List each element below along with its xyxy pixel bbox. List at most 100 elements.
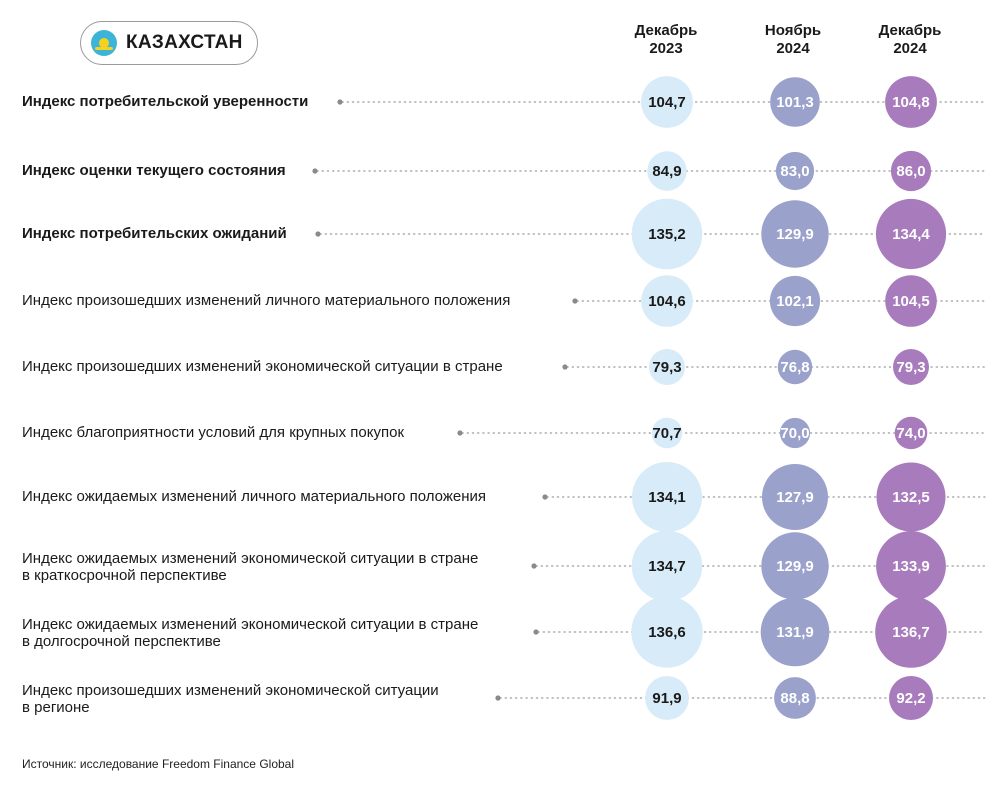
bubble-value-label: 129,9	[776, 226, 814, 243]
row-label-line: Индекс ожидаемых изменений экономической…	[22, 550, 479, 567]
bubble-dec-2024	[885, 76, 937, 128]
bubble-nov-2024	[774, 677, 816, 719]
bubble-value-label: 104,7	[648, 94, 686, 111]
bubble-value-label: 127,9	[776, 489, 814, 506]
row-label-line: Индекс потребительской уверенности	[22, 93, 309, 110]
bubble-nov-2024	[775, 151, 815, 191]
bubble-dec-2024	[893, 349, 929, 385]
bubble-value-label: 76,8	[780, 359, 809, 376]
bubble-value-label: 129,9	[776, 558, 814, 575]
row-label: Индекс потребительской уверенности	[22, 93, 308, 110]
bubble-dec-2024	[894, 416, 928, 450]
bubble-nov-2024	[770, 77, 820, 127]
column-header-month: Декабрь	[878, 22, 942, 39]
bubble-dec-2024	[875, 198, 947, 270]
leader-dot	[533, 629, 539, 635]
leader-dot	[562, 364, 568, 370]
row-label-line: в краткосрочной перспективе	[22, 567, 227, 584]
bubble-dec-2024	[876, 531, 946, 601]
bubble-value-label: 88,8	[780, 690, 809, 707]
bubble-dec-2023	[641, 275, 693, 327]
leader-dot	[531, 563, 537, 569]
bubble-value-label: 104,6	[648, 293, 686, 310]
row-label-line: Индекс оценки текущего состояния	[22, 162, 286, 179]
bubble-nov-2024	[777, 349, 813, 385]
bubble-dec-2023	[649, 349, 685, 385]
column-header-dec-2023: Декабрь 2023	[611, 22, 721, 58]
row-label-line: в регионе	[22, 699, 90, 716]
bubble-value-label: 84,9	[652, 163, 681, 180]
row-label: Индекс благоприятности условий для крупн…	[22, 424, 404, 441]
bubble-value-label: 136,7	[892, 624, 930, 641]
bubble-value-label: 91,9	[652, 690, 681, 707]
bubble-dec-2023	[631, 530, 703, 602]
bubble-value-label: 104,8	[892, 94, 930, 111]
country-name: КАЗАХСТАН	[126, 32, 243, 53]
bubble-value-label: 135,2	[648, 226, 686, 243]
bubble-nov-2024	[761, 532, 829, 600]
row-label: Индекс ожидаемых изменений экономической…	[22, 616, 478, 650]
bubble-value-label: 136,6	[648, 624, 686, 641]
bubble-value-label: 83,0	[780, 163, 809, 180]
bubble-dec-2024	[875, 596, 947, 668]
row-label-line: Индекс ожидаемых изменений личного матер…	[22, 488, 486, 505]
row-label: Индекс произошедших изменений экономичес…	[22, 682, 439, 716]
bubble-value-label: 131,9	[776, 624, 814, 641]
source-note: Источник: исследование Freedom Finance G…	[22, 757, 295, 771]
column-header-dec-2024: Декабрь 2024	[855, 22, 965, 58]
bubble-value-label: 70,7	[652, 425, 681, 442]
bubble-value-label: 102,1	[776, 293, 814, 310]
column-header-year: 2023	[649, 40, 683, 57]
row-label-line: Индекс произошедших изменений экономичес…	[22, 682, 439, 699]
bubble-dec-2023	[631, 198, 703, 270]
bubble-dec-2023	[632, 462, 702, 532]
bubble-value-label: 134,4	[892, 226, 930, 243]
row-label: Индекс оценки текущего состояния	[22, 162, 286, 179]
row-label: Индекс потребительских ожиданий	[22, 225, 287, 242]
column-header-nov-2024: Ноябрь 2024	[738, 22, 848, 58]
column-header-year: 2024	[893, 40, 927, 57]
bubble-value-label: 70,0	[780, 425, 809, 442]
bubble-value-label: 133,9	[892, 558, 930, 575]
row-label-line: Индекс произошедших изменений личного ма…	[22, 292, 511, 309]
column-header-month: Ноябрь	[764, 22, 822, 39]
bubble-value-label: 74,0	[896, 425, 925, 442]
kazakhstan-flag-icon	[91, 30, 117, 56]
bubble-value-label: 101,3	[776, 94, 814, 111]
leader-dot	[495, 695, 501, 701]
row-label: Индекс ожидаемых изменений экономической…	[22, 550, 478, 584]
bubble-value-label: 104,5	[892, 293, 930, 310]
leader-dot	[457, 430, 463, 436]
bubble-value-label: 134,7	[648, 558, 686, 575]
bubble-value-label: 86,0	[896, 163, 925, 180]
bubble-nov-2024	[761, 200, 829, 268]
column-header-month: Декабрь	[634, 22, 698, 39]
bubble-dec-2024	[890, 150, 932, 192]
bubble-nov-2024	[762, 464, 828, 530]
row-label: Индекс ожидаемых изменений личного матер…	[22, 488, 486, 505]
bubble-value-label: 92,2	[896, 690, 925, 707]
bubble-value-label: 132,5	[892, 489, 930, 506]
row-label-line: Индекс ожидаемых изменений экономической…	[22, 616, 479, 633]
bubble-dec-2023	[651, 417, 683, 449]
row-label: Индекс произошедших изменений личного ма…	[22, 292, 510, 309]
bubble-dec-2023	[645, 676, 689, 720]
bubble-value-label: 134,1	[648, 489, 686, 506]
leader-dot	[542, 494, 548, 500]
bubble-nov-2024	[779, 417, 811, 449]
row-label-line: Индекс благоприятности условий для крупн…	[22, 424, 405, 441]
bubble-value-label: 79,3	[652, 359, 681, 376]
bubble-nov-2024	[760, 597, 830, 667]
row-label-line: в долгосрочной перспективе	[22, 633, 221, 650]
leader-dot	[315, 231, 321, 237]
leader-dot	[312, 168, 318, 174]
leader-dot	[572, 298, 578, 304]
row-label-line: Индекс произошедших изменений экономичес…	[22, 358, 503, 375]
country-badge: КАЗАХСТАН	[80, 21, 258, 65]
column-header-year: 2024	[776, 40, 810, 57]
bubble-dec-2024	[876, 462, 946, 532]
leader-dot	[337, 99, 343, 105]
bubble-dec-2024	[889, 676, 933, 720]
row-label: Индекс произошедших изменений экономичес…	[22, 358, 503, 375]
